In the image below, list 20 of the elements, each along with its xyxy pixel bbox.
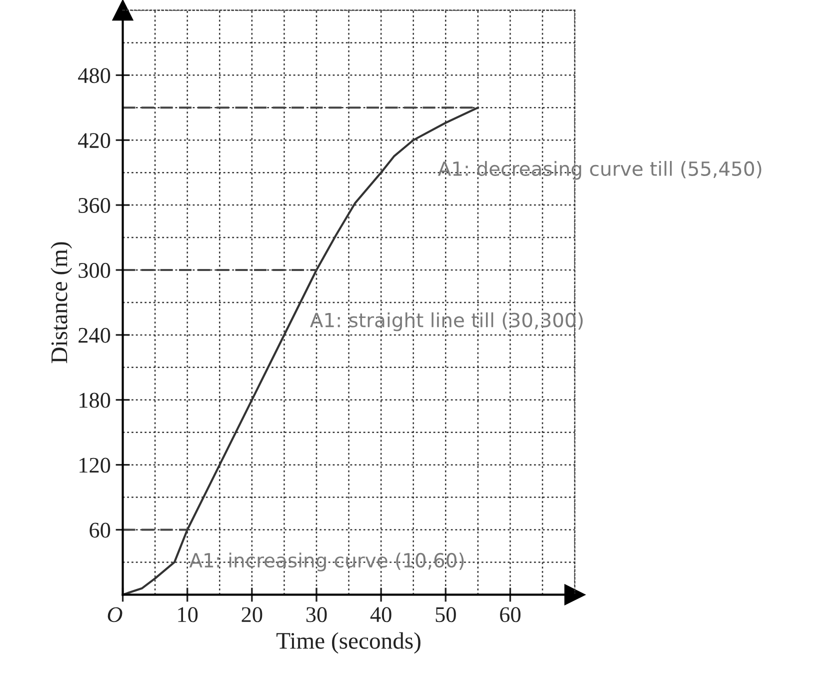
x-tick-label: 60 <box>500 607 520 622</box>
annotation: A1: decreasing curve till (55,450) <box>438 160 762 180</box>
x-tick-label: 40 <box>370 607 392 622</box>
x-tick-label: O <box>108 607 122 622</box>
y-tick-label: 360 <box>78 198 110 213</box>
y-tick-label: 120 <box>80 458 110 473</box>
annotation: A1: straight line till (30,300) <box>310 312 583 332</box>
y-tick-label: 300 <box>78 262 110 278</box>
x-tick-label: 50 <box>436 607 456 622</box>
y-axis-title: Distance (m) <box>50 242 72 364</box>
annotation: A1: increasing curve (10,60) <box>189 552 464 572</box>
y-tick-label: 240 <box>78 328 110 343</box>
y-tick-label: 480 <box>78 68 110 84</box>
x-tick-label: 30 <box>306 607 327 622</box>
x-tick-label: 10 <box>178 607 198 622</box>
y-tick-label: 180 <box>80 392 110 408</box>
x-axis-title: Time (seconds) <box>276 632 420 654</box>
y-tick-label: 420 <box>78 133 110 148</box>
x-tick-label: 20 <box>242 607 262 622</box>
y-tick-label: 60 <box>90 522 110 538</box>
